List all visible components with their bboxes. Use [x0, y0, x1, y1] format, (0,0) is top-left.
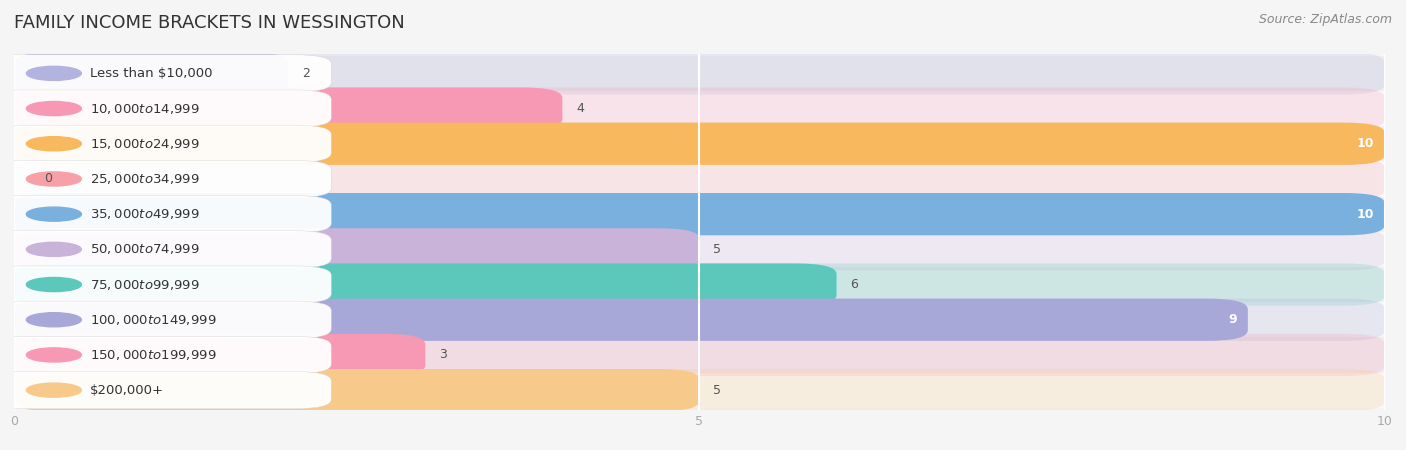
FancyBboxPatch shape — [14, 334, 1385, 376]
FancyBboxPatch shape — [0, 55, 332, 92]
Text: 4: 4 — [576, 102, 583, 115]
FancyBboxPatch shape — [0, 266, 332, 303]
Circle shape — [27, 172, 82, 186]
Text: 3: 3 — [439, 348, 447, 361]
Circle shape — [27, 102, 82, 116]
FancyBboxPatch shape — [14, 87, 1385, 130]
Text: $200,000+: $200,000+ — [90, 384, 165, 396]
FancyBboxPatch shape — [14, 228, 700, 270]
FancyBboxPatch shape — [14, 52, 288, 94]
Circle shape — [27, 348, 82, 362]
FancyBboxPatch shape — [14, 369, 1385, 411]
FancyBboxPatch shape — [14, 334, 425, 376]
Text: Less than $10,000: Less than $10,000 — [90, 67, 212, 80]
Text: 6: 6 — [851, 278, 858, 291]
Text: $15,000 to $24,999: $15,000 to $24,999 — [90, 137, 200, 151]
Text: $50,000 to $74,999: $50,000 to $74,999 — [90, 243, 200, 256]
Text: 10: 10 — [1357, 137, 1374, 150]
FancyBboxPatch shape — [0, 301, 332, 338]
Text: 0: 0 — [44, 172, 52, 185]
FancyBboxPatch shape — [0, 160, 332, 198]
Text: $10,000 to $14,999: $10,000 to $14,999 — [90, 102, 200, 116]
FancyBboxPatch shape — [14, 299, 1385, 341]
FancyBboxPatch shape — [14, 373, 1385, 408]
Text: 9: 9 — [1229, 313, 1237, 326]
Circle shape — [27, 383, 82, 397]
FancyBboxPatch shape — [14, 302, 1385, 338]
FancyBboxPatch shape — [14, 263, 837, 306]
Text: Source: ZipAtlas.com: Source: ZipAtlas.com — [1258, 14, 1392, 27]
FancyBboxPatch shape — [14, 232, 1385, 267]
FancyBboxPatch shape — [14, 56, 1385, 91]
FancyBboxPatch shape — [14, 197, 1385, 232]
FancyBboxPatch shape — [14, 126, 1385, 162]
Text: 5: 5 — [713, 384, 721, 396]
FancyBboxPatch shape — [14, 193, 1385, 235]
FancyBboxPatch shape — [14, 123, 1385, 165]
Text: $25,000 to $34,999: $25,000 to $34,999 — [90, 172, 200, 186]
FancyBboxPatch shape — [14, 338, 1385, 373]
FancyBboxPatch shape — [14, 123, 1385, 165]
FancyBboxPatch shape — [14, 193, 1385, 235]
FancyBboxPatch shape — [0, 231, 332, 268]
FancyBboxPatch shape — [0, 372, 332, 409]
Circle shape — [27, 66, 82, 81]
FancyBboxPatch shape — [0, 196, 332, 233]
FancyBboxPatch shape — [14, 228, 1385, 270]
Circle shape — [27, 137, 82, 151]
FancyBboxPatch shape — [0, 336, 332, 373]
Circle shape — [27, 278, 82, 292]
Text: $75,000 to $99,999: $75,000 to $99,999 — [90, 278, 200, 292]
FancyBboxPatch shape — [14, 158, 1385, 200]
FancyBboxPatch shape — [14, 52, 1385, 94]
FancyBboxPatch shape — [14, 162, 1385, 197]
Text: $100,000 to $149,999: $100,000 to $149,999 — [90, 313, 217, 327]
Text: $35,000 to $49,999: $35,000 to $49,999 — [90, 207, 200, 221]
FancyBboxPatch shape — [14, 299, 1249, 341]
FancyBboxPatch shape — [0, 90, 332, 127]
Text: FAMILY INCOME BRACKETS IN WESSINGTON: FAMILY INCOME BRACKETS IN WESSINGTON — [14, 14, 405, 32]
Circle shape — [27, 313, 82, 327]
FancyBboxPatch shape — [14, 267, 1385, 302]
Circle shape — [27, 242, 82, 256]
FancyBboxPatch shape — [14, 369, 700, 411]
Circle shape — [27, 207, 82, 221]
Text: $150,000 to $199,999: $150,000 to $199,999 — [90, 348, 217, 362]
Text: 2: 2 — [302, 67, 309, 80]
Text: 10: 10 — [1357, 207, 1374, 220]
FancyBboxPatch shape — [14, 263, 1385, 306]
FancyBboxPatch shape — [0, 125, 332, 162]
Text: 5: 5 — [713, 243, 721, 256]
FancyBboxPatch shape — [14, 91, 1385, 126]
FancyBboxPatch shape — [14, 87, 562, 130]
